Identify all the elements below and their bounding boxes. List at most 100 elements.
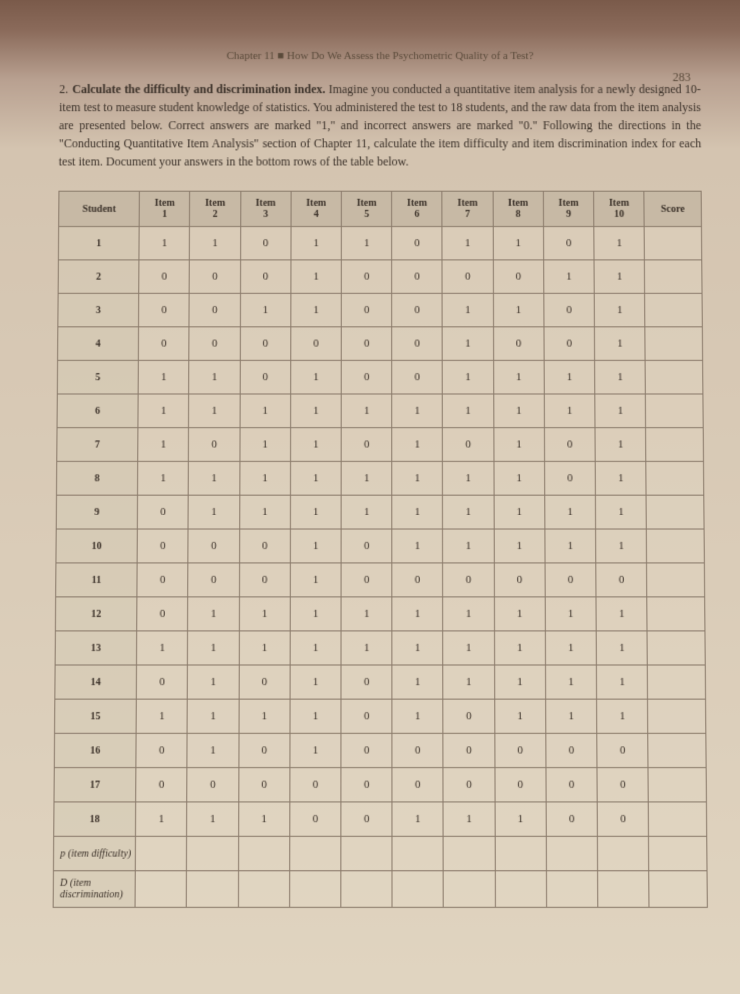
cell: 0 [443, 563, 494, 597]
cell: 0 [137, 529, 188, 563]
cell: 1 [341, 495, 392, 529]
col-student: Student [59, 191, 140, 226]
cell: 0 [240, 360, 291, 394]
footer-cell [444, 836, 495, 870]
cell: 0 [493, 327, 544, 361]
cell: 1 [239, 461, 290, 495]
question-lead: Calculate the difficulty and discriminat… [72, 82, 325, 96]
cell: 0 [240, 227, 291, 260]
table-row: 90111111111 [56, 495, 704, 529]
cell: 1 [443, 802, 494, 836]
cell: 0 [189, 293, 240, 326]
cell: 1 [442, 227, 493, 260]
cell: 0 [136, 768, 187, 802]
cell: 0 [544, 327, 595, 361]
cell [646, 428, 704, 462]
table-row: 120111111111 [55, 597, 705, 631]
question-text: 2. Calculate the difficulty and discrimi… [59, 80, 702, 170]
cell: 0 [392, 360, 443, 394]
cell: 1 [187, 699, 238, 733]
cell: 1 [594, 260, 645, 293]
cell: 0 [544, 293, 595, 326]
cell: 0 [341, 768, 392, 802]
cell: 0 [546, 802, 597, 836]
cell: 0 [341, 699, 392, 733]
footer-row: D (item discrimination) [53, 871, 707, 908]
student-label: 1 [58, 227, 139, 260]
cell: 0 [137, 563, 188, 597]
cell: 0 [392, 768, 443, 802]
cell: 1 [494, 428, 545, 462]
cell: 0 [136, 733, 187, 767]
cell: 1 [136, 802, 187, 836]
cell: 0 [494, 563, 545, 597]
student-label: 5 [57, 360, 138, 394]
footer-cell [495, 871, 547, 908]
cell: 1 [443, 665, 494, 699]
student-label: 14 [55, 665, 137, 699]
cell: 1 [443, 293, 494, 326]
footer-cell [495, 836, 546, 870]
cell: 1 [240, 293, 291, 326]
cell: 0 [137, 597, 188, 631]
table-row: 170000000000 [54, 768, 706, 802]
cell: 1 [392, 529, 443, 563]
col-item-5: Item5 [341, 191, 392, 226]
cell: 0 [442, 260, 493, 293]
cell: 0 [597, 802, 649, 836]
cell: 1 [594, 293, 645, 326]
student-label: 10 [56, 529, 138, 563]
cell: 1 [494, 699, 545, 733]
table-row: 81111111101 [56, 461, 703, 495]
cell: 0 [239, 563, 290, 597]
student-label: 8 [56, 461, 137, 495]
cell: 1 [392, 802, 443, 836]
cell: 1 [443, 495, 494, 529]
cell: 1 [290, 461, 341, 495]
table-row: 181110011100 [54, 802, 707, 836]
cell: 1 [494, 495, 545, 529]
student-label: 11 [56, 563, 138, 597]
cell: 1 [443, 394, 494, 428]
cell [647, 529, 705, 563]
table-row: 100001011111 [56, 529, 704, 563]
cell: 0 [443, 768, 494, 802]
cell [647, 631, 705, 665]
cell: 1 [291, 293, 342, 326]
table-row: 20001000011 [58, 260, 702, 293]
cell: 1 [187, 733, 238, 767]
cell: 0 [139, 260, 190, 293]
footer-cell [546, 836, 598, 870]
cell: 0 [341, 293, 392, 326]
col-item-4: Item4 [291, 191, 342, 226]
cell: 0 [188, 529, 239, 563]
cell: 1 [238, 802, 289, 836]
cell: 0 [544, 461, 595, 495]
footer-cell [135, 836, 187, 870]
cell: 0 [493, 260, 544, 293]
cell: 1 [392, 597, 443, 631]
cell: 0 [290, 802, 341, 836]
cell: 0 [189, 260, 240, 293]
table-row: 61111111111 [57, 394, 703, 428]
footer-cell [597, 836, 649, 870]
cell: 1 [392, 699, 443, 733]
cell: 0 [239, 665, 290, 699]
student-label: 6 [57, 394, 138, 428]
cell: 1 [240, 428, 291, 462]
cell [648, 733, 706, 767]
table-row: 110001000000 [56, 563, 705, 597]
student-label: 9 [56, 495, 137, 529]
cell: 1 [546, 699, 597, 733]
student-label: 12 [55, 597, 137, 631]
table-row: 11101101101 [58, 227, 701, 260]
cell: 1 [545, 665, 596, 699]
cell: 1 [545, 529, 596, 563]
footer-cell [649, 836, 707, 870]
cell: 1 [290, 428, 341, 462]
cell: 0 [238, 733, 289, 767]
cell: 1 [187, 802, 238, 836]
cell: 0 [495, 768, 546, 802]
footer-cell [546, 871, 598, 908]
cell: 0 [341, 563, 392, 597]
